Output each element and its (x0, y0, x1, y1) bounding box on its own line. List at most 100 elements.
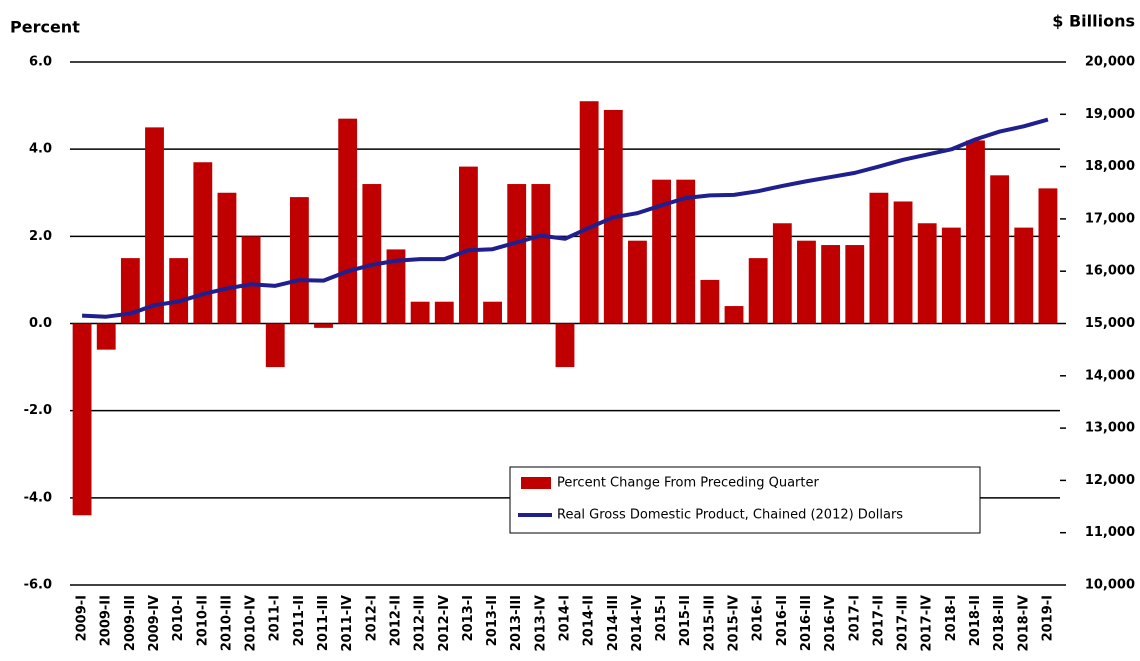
y2-tick-label: 15,000 (1085, 316, 1135, 331)
y-tick-label: -6.0 (24, 578, 52, 593)
legend-swatch (521, 477, 551, 489)
x-tick-label: 2010-I (171, 595, 186, 641)
y2-tick-label: 12,000 (1085, 473, 1135, 488)
y2-tick-label: 14,000 (1085, 368, 1135, 383)
bar (289, 197, 309, 324)
x-tick-label: 2011-III (316, 595, 331, 651)
bar (458, 166, 478, 324)
bar (314, 323, 333, 328)
x-tick-label: 2016-II (775, 595, 790, 646)
y-tick-label: -4.0 (24, 490, 52, 505)
bar (265, 323, 285, 368)
x-tick-label: 2013-IV (533, 595, 548, 651)
x-tick-label: 2014-IV (630, 595, 645, 651)
legend-box (509, 466, 981, 534)
x-tick-label: 2017-I (847, 595, 862, 641)
bar (507, 184, 527, 324)
x-tick-label: 2013-III (509, 595, 524, 651)
bar (628, 240, 647, 324)
x-tick-label: 2014-III (606, 595, 621, 651)
bar (362, 184, 382, 324)
bar (434, 301, 454, 324)
bar (531, 184, 551, 324)
x-tick-label: 2012-IV (437, 595, 452, 651)
x-tick-label: 2017-IV (920, 595, 935, 651)
legend-label: Percent Change From Preceding Quarter (557, 476, 819, 491)
x-tick-label: 2016-I (751, 595, 766, 641)
x-tick-label: 2009-I (75, 595, 90, 641)
y-axis-title: Percent (10, 18, 80, 37)
legend-label: Real Gross Domestic Product, Chained (20… (557, 508, 903, 523)
x-tick-label: 2012-I (364, 595, 379, 641)
x-tick-label: 2009-II (99, 595, 114, 646)
x-tick-label: 2010-IV (244, 595, 259, 651)
y2-tick-label: 13,000 (1085, 421, 1135, 436)
x-tick-label: 2014-II (582, 595, 597, 646)
y2-tick-label: 19,000 (1085, 107, 1135, 122)
bar (990, 175, 1010, 324)
bar (193, 162, 213, 324)
bar (797, 240, 816, 324)
y2-tick-label: 10,000 (1085, 578, 1135, 593)
y2-tick-label: 11,000 (1085, 525, 1135, 540)
x-tick-label: 2012-II (388, 595, 403, 646)
x-tick-label: 2015-III (702, 595, 717, 651)
y2-tick-label: 20,000 (1085, 55, 1135, 70)
bar (483, 301, 502, 324)
x-tick-label: 2013-I (461, 595, 476, 641)
x-tick-label: 2010-II (195, 595, 210, 646)
line (81, 117, 1049, 319)
bar (893, 201, 913, 324)
bar (869, 192, 889, 324)
bar (410, 301, 430, 324)
bar (241, 236, 261, 324)
x-tick-label: 2018-IV (1016, 595, 1031, 651)
bar (772, 223, 792, 324)
bar (217, 192, 237, 324)
y2-axis-title: $ Billions (1052, 12, 1135, 31)
x-tick-label: 2018-I (944, 595, 959, 641)
y-tick-label: 2.0 (29, 229, 52, 244)
bar (96, 323, 116, 350)
x-tick-label: 2018-II (968, 595, 983, 646)
x-tick-label: 2011-II (292, 595, 307, 646)
y-tick-label: -2.0 (24, 403, 52, 418)
x-tick-label: 2017-III (896, 595, 911, 651)
bar (1014, 227, 1034, 324)
x-tick-label: 2013-II (485, 595, 500, 646)
y-tick-label: 6.0 (29, 55, 52, 70)
x-tick-label: 2011-IV (340, 595, 355, 651)
bar (917, 223, 937, 324)
bar (941, 227, 961, 324)
y2-tick-label: 17,000 (1085, 211, 1135, 226)
bar (748, 258, 768, 324)
bar (652, 179, 672, 324)
bar (724, 306, 744, 324)
bar (1038, 188, 1058, 324)
x-tick-label: 2019-I (1040, 595, 1055, 641)
x-tick-label: 2016-IV (823, 595, 838, 651)
y-tick-label: 0.0 (29, 316, 52, 331)
bar (338, 118, 358, 324)
y2-tick-label: 18,000 (1085, 159, 1135, 174)
bar (579, 101, 599, 324)
bar (120, 258, 140, 324)
bar (676, 179, 696, 324)
y-tick-label: 4.0 (29, 142, 52, 157)
x-tick-label: 2015-I (654, 595, 669, 641)
bar (555, 323, 575, 368)
x-tick-label: 2009-III (123, 595, 138, 651)
bar (700, 279, 720, 324)
bar (145, 127, 164, 324)
bar (72, 323, 92, 516)
x-tick-label: 2015-II (678, 595, 693, 646)
x-tick-label: 2017-II (871, 595, 886, 646)
x-tick-label: 2009-IV (147, 595, 162, 651)
x-tick-label: 2014-I (558, 595, 573, 641)
bar (169, 258, 189, 324)
x-tick-label: 2015-IV (727, 595, 742, 651)
bar (386, 249, 406, 324)
x-tick-label: 2018-III (992, 595, 1007, 651)
x-tick-label: 2012-III (413, 595, 428, 651)
